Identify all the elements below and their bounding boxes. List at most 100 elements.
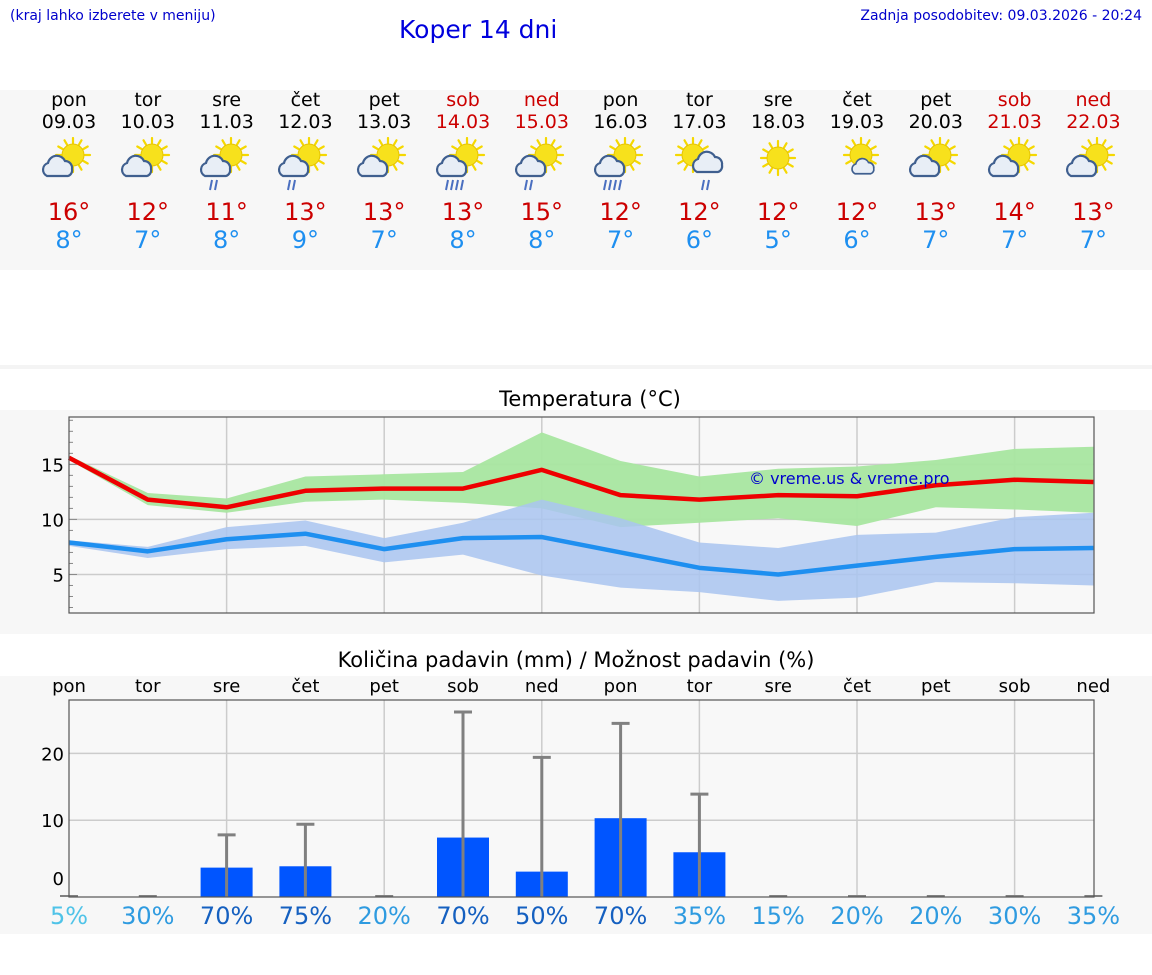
min-temp: 9° <box>291 226 320 254</box>
cloud-sun-icon <box>120 137 170 178</box>
precip-day-label: ned <box>1076 676 1111 697</box>
last-update: Zadnja posodobitev: 09.03.2026 - 20:24 <box>860 8 1142 24</box>
day-name: ned <box>1075 89 1112 111</box>
day-name: tor <box>134 89 162 111</box>
precip-day-label: tor <box>135 676 161 697</box>
precip-probability: 35% <box>672 902 727 930</box>
sun-icon <box>760 139 797 177</box>
day-name: čet <box>290 89 321 111</box>
day-name: sob <box>446 89 480 111</box>
min-temp: 6° <box>843 226 871 254</box>
precip-probability: 35% <box>1066 902 1121 930</box>
precip-probability: 20% <box>357 902 411 930</box>
day-date: 20.03 <box>908 111 963 133</box>
precip-day-label: pon <box>603 676 638 697</box>
precip-probability: 30% <box>121 902 175 930</box>
max-temp: 12° <box>835 198 879 226</box>
precip-probability: 70% <box>436 902 490 930</box>
plot-frame <box>68 416 1095 614</box>
precip-day-label: čet <box>842 676 872 697</box>
min-range-band <box>69 499 1094 601</box>
max-temp: 13° <box>441 198 485 226</box>
precip-day-label: sob <box>447 676 479 697</box>
min-temp: 8° <box>212 226 241 254</box>
day-date: 09.03 <box>41 111 97 133</box>
y-tick-label: 0 <box>53 869 64 890</box>
cloud-sun-icon <box>987 137 1037 178</box>
precip-day-label: sre <box>212 676 241 697</box>
max-temp-line <box>67 455 1094 510</box>
day-date: 19.03 <box>829 111 885 133</box>
plot-frame <box>68 699 1095 898</box>
cloud-sun-icon <box>41 137 92 178</box>
max-temp: 13° <box>1072 198 1115 226</box>
precip-day-label: pet <box>921 676 951 697</box>
min-temp: 5° <box>764 226 792 254</box>
min-temp: 7° <box>1000 226 1029 254</box>
day-name: pet <box>920 89 952 111</box>
precipitation-chart: 0 10 20 <box>41 699 1103 898</box>
max-temp: 13° <box>914 198 958 226</box>
max-temp: 11° <box>205 198 248 226</box>
max-temp: 14° <box>993 198 1036 226</box>
precip-probability: 20% <box>909 902 963 930</box>
sun-cloud-heavy-rain-icon <box>435 137 486 191</box>
page-title: Koper 14 dni <box>399 15 558 44</box>
sun-cloud-rain-icon <box>278 137 328 191</box>
precip-probability: 30% <box>987 902 1042 930</box>
cloud-sun-icon <box>357 137 407 178</box>
max-temp: 12° <box>126 198 170 226</box>
day-date: 12.03 <box>278 111 333 133</box>
min-temp-line <box>68 531 1094 577</box>
precip-day-label: sob <box>998 676 1031 697</box>
watermark: © vreme.us & vreme.pro <box>749 469 950 488</box>
day-date: 21.03 <box>987 111 1042 133</box>
y-tick-label: 10 <box>41 510 64 531</box>
day-date: 22.03 <box>1066 111 1121 133</box>
precipitation-chart-title: Količina padavin (mm) / Možnost padavin … <box>337 648 815 672</box>
day-date: 11.03 <box>199 111 254 133</box>
min-temp: 8° <box>528 226 556 254</box>
min-temp: 7° <box>1079 226 1108 254</box>
day-date: 15.03 <box>514 111 569 133</box>
day-name: pon <box>51 89 87 111</box>
precip-day-label: čet <box>291 676 320 697</box>
max-temp: 13° <box>362 198 406 226</box>
max-temp: 16° <box>47 198 91 226</box>
precip-day-label: ned <box>524 676 559 697</box>
min-temp: 8° <box>449 226 477 254</box>
precip-day-label: tor <box>686 676 713 697</box>
precip-day-label: sre <box>764 676 792 697</box>
precip-probability: 70% <box>593 902 648 930</box>
location-menu-hint: (kraj lahko izberete v meniju) <box>10 8 216 24</box>
min-temp: 7° <box>370 226 398 254</box>
day-name: ned <box>523 89 560 111</box>
day-name: tor <box>685 89 713 111</box>
precip-day-label: pon <box>52 676 86 697</box>
plot-area <box>69 700 1094 897</box>
precip-probability: 5% <box>49 902 89 930</box>
forecast-strip <box>0 90 1152 270</box>
day-name: čet <box>842 89 872 111</box>
sun-cloud-rain-icon <box>199 137 249 191</box>
day-date: 16.03 <box>593 111 648 133</box>
day-date: 18.03 <box>750 111 806 133</box>
day-name: sre <box>212 89 242 111</box>
temperature-chart: 5 10 15 © vreme.us & vreme.pro <box>41 416 1095 614</box>
y-tick-label: 15 <box>41 455 64 476</box>
precip-probability: 50% <box>515 902 569 930</box>
y-tick-label: 5 <box>53 565 64 586</box>
min-temp: 8° <box>55 226 83 254</box>
day-date: 10.03 <box>120 111 175 133</box>
divider <box>0 365 1152 369</box>
max-temp: 12° <box>599 198 642 226</box>
sun-cloud-heavy-rain-icon <box>593 137 643 191</box>
min-temp: 7° <box>922 226 950 254</box>
day-date: 17.03 <box>672 111 727 133</box>
cloud-sun-icon <box>1066 137 1116 178</box>
day-date: 14.03 <box>435 111 491 133</box>
precip-probability: 20% <box>830 902 884 930</box>
precip-probability: 75% <box>278 902 333 930</box>
max-temp: 15° <box>520 198 564 226</box>
max-temp: 12° <box>678 198 721 226</box>
